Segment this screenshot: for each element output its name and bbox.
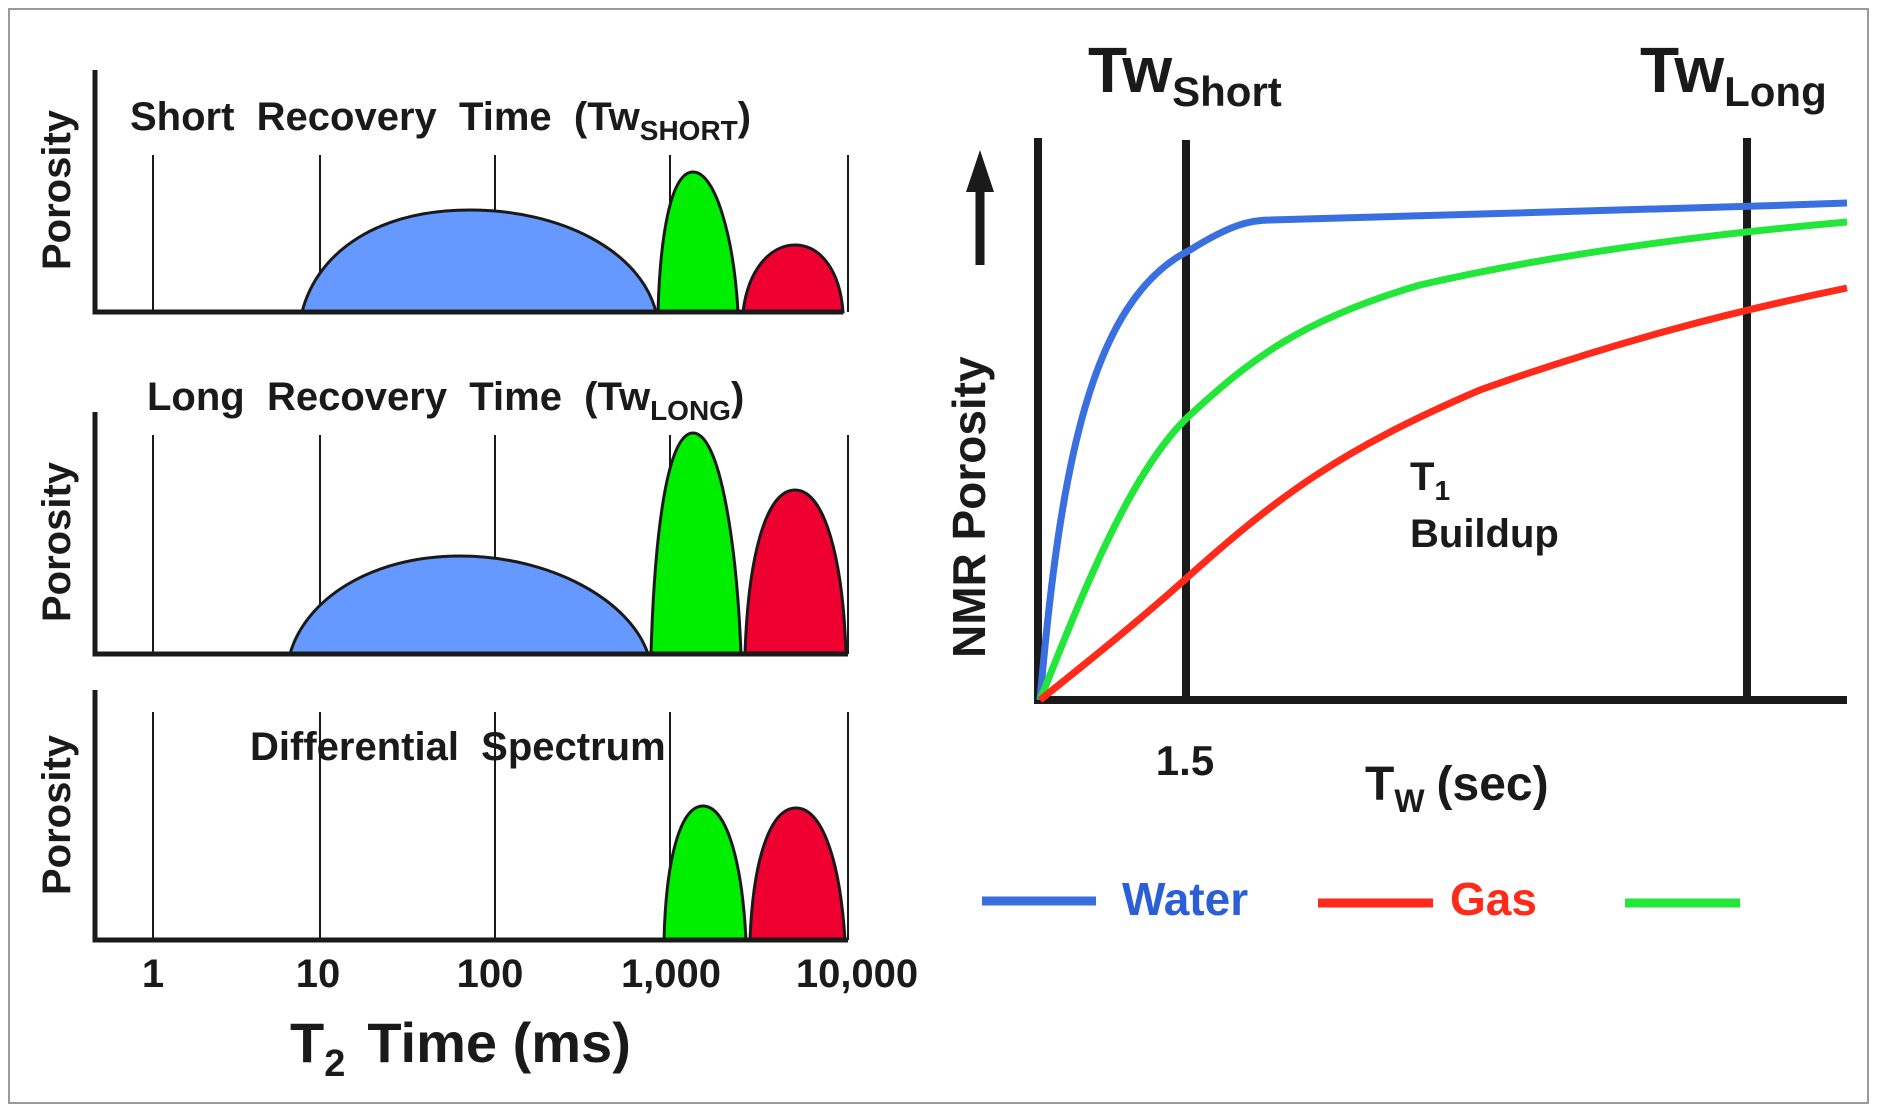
panel-axes	[92, 412, 848, 657]
tw-long-label: TwLong	[1640, 34, 1827, 115]
panel-title-end: )	[738, 95, 751, 139]
panel-title: Short Recovery Time (TwSHORT)	[130, 95, 751, 146]
tw-short-sub: Short	[1172, 68, 1282, 115]
left-x-axis: 1 10 100 1,000 10,000 T2 Time (ms)	[142, 952, 918, 1085]
x-axis-title-sub: 2	[324, 1043, 345, 1085]
gas-buildup-curve	[1037, 284, 1848, 703]
panel-title-main: Differential Spectrum	[250, 725, 666, 769]
panel-short-recovery: Short Recovery Time (TwSHORT) Porosity	[35, 70, 849, 315]
x-axis-title: TW (sec)	[1365, 758, 1549, 819]
gas-peak-differential	[748, 806, 847, 942]
legend: Water Gas	[982, 873, 1740, 925]
tick-label: 100	[457, 952, 524, 996]
tick-label: 10	[296, 952, 341, 996]
tw-long-main: Tw	[1640, 34, 1724, 106]
tick-label: 10,000	[796, 952, 918, 996]
t1-annotation-sub: 1	[1434, 475, 1450, 506]
figure-frame	[8, 8, 1869, 1104]
x-axis-title-main: T	[290, 1011, 324, 1074]
oil-peak-long	[649, 431, 743, 656]
panel-title: Long Recovery Time (TwLONG)	[147, 375, 744, 426]
gas-peak-short	[741, 243, 845, 314]
panel-title-end: )	[731, 375, 744, 419]
legend-label-gas: Gas	[1450, 873, 1537, 925]
y-axis-title: NMR Porosity	[943, 356, 995, 658]
porosity-axis-label: Porosity	[35, 461, 79, 622]
arrow-up-icon	[966, 150, 994, 265]
panel-title-main: Short Recovery Time (Tw	[130, 95, 641, 139]
x-axis-title-rest: Time (ms)	[367, 1011, 630, 1074]
tick-label: 1.5	[1156, 737, 1214, 784]
t1-annotation: T1	[1410, 455, 1450, 506]
panel-title-sub: LONG	[650, 395, 731, 426]
x-axis-title-main: T	[1365, 758, 1394, 811]
porosity-axis-label: Porosity	[35, 734, 79, 895]
water-buildup-curve	[1036, 199, 1848, 701]
tick-label: 1,000	[621, 952, 721, 996]
panel-differential: Differential Spectrum Porosity	[35, 690, 849, 943]
tw-short-label: TwShort	[1088, 34, 1282, 115]
buildup-annotation: Buildup	[1410, 512, 1559, 556]
panel-title-sub: SHORT	[640, 115, 738, 146]
panel-title-main: Long Recovery Time (Tw	[147, 375, 651, 419]
x-axis-title-rest: (sec)	[1437, 758, 1549, 811]
water-peak-long	[288, 554, 651, 656]
x-axis-title: T2 Time (ms)	[290, 1011, 631, 1085]
x-axis-title-sub: W	[1394, 783, 1425, 819]
t1-annotation-main: T	[1410, 455, 1434, 499]
water-peak-short	[300, 208, 658, 314]
gas-peak-long	[743, 488, 848, 656]
tick-label: 1	[142, 952, 164, 996]
panel-gridlines	[152, 712, 849, 940]
oil-buildup-curve	[1036, 218, 1848, 702]
panel-long-recovery: Long Recovery Time (TwLONG) Porosity	[35, 375, 849, 657]
porosity-axis-label: Porosity	[35, 109, 79, 270]
panel-axes	[92, 70, 843, 315]
tw-short-main: Tw	[1088, 34, 1172, 106]
panel-title: Differential Spectrum	[250, 725, 666, 769]
panel-axes	[92, 690, 848, 943]
oil-peak-differential	[662, 804, 748, 942]
oil-peak-short	[656, 170, 740, 314]
legend-label-water: Water	[1122, 873, 1248, 925]
tw-long-sub: Long	[1724, 68, 1827, 115]
buildup-panel: TwShort TwLong NMR Porosity T1 Buildup 1…	[943, 34, 1848, 819]
